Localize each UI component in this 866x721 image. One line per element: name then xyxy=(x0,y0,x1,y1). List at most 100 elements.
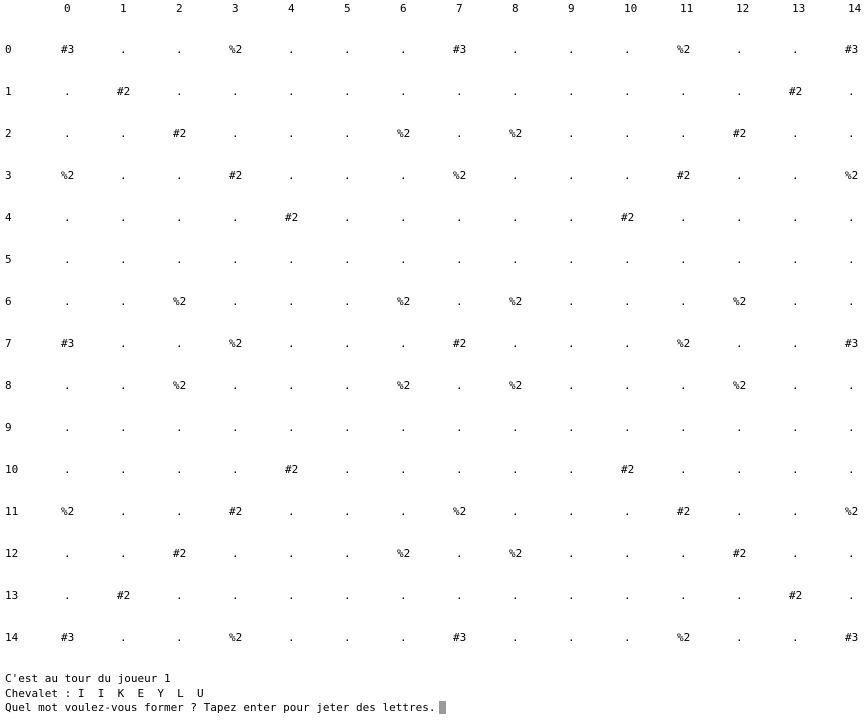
board-cell: #2 xyxy=(173,127,187,140)
board-cell: . xyxy=(64,589,71,602)
board-cell: . xyxy=(120,253,127,266)
board-cell: %2 xyxy=(509,127,523,140)
board-cell: . xyxy=(680,211,687,224)
board-cell: . xyxy=(792,505,799,518)
board-cell: . xyxy=(456,295,463,308)
board-cell: . xyxy=(176,337,183,350)
column-header: 7 xyxy=(456,2,463,15)
board-cell: #3 xyxy=(61,337,75,350)
board-cell: . xyxy=(512,631,519,644)
board-cell: . xyxy=(736,85,743,98)
board-cell: . xyxy=(736,211,743,224)
row-label: 14 xyxy=(5,631,19,644)
board-cell: . xyxy=(848,547,855,560)
board-cell: . xyxy=(344,631,351,644)
board-cell: . xyxy=(232,295,239,308)
board-cell: . xyxy=(120,43,127,56)
board-cell: #2 xyxy=(285,463,299,476)
column-header: 4 xyxy=(288,2,295,15)
board-cell: . xyxy=(400,631,407,644)
board-cell: . xyxy=(568,463,575,476)
board-cell: . xyxy=(456,253,463,266)
board-cell: . xyxy=(624,253,631,266)
board-cell: . xyxy=(64,85,71,98)
row-label: 2 xyxy=(5,127,12,140)
board-cell: #2 xyxy=(789,85,803,98)
board-cell: . xyxy=(288,505,295,518)
board-cell: . xyxy=(120,631,127,644)
rack-display: Chevalet : I I K E Y L U xyxy=(5,687,204,700)
board-cell: . xyxy=(624,337,631,350)
board-cell: . xyxy=(848,295,855,308)
board-cell: . xyxy=(624,169,631,182)
board-cell: . xyxy=(736,169,743,182)
board-cell: . xyxy=(624,379,631,392)
board-cell: . xyxy=(792,631,799,644)
board-cell: . xyxy=(512,337,519,350)
board-cell: . xyxy=(456,547,463,560)
board-cell: . xyxy=(344,211,351,224)
board-cell: %2 xyxy=(509,379,523,392)
board-cell: . xyxy=(568,547,575,560)
text-cursor[interactable] xyxy=(439,701,447,714)
board-cell: %2 xyxy=(397,295,411,308)
board-cell: #2 xyxy=(733,547,747,560)
column-header: 9 xyxy=(568,2,575,15)
board-cell: . xyxy=(176,505,183,518)
board-cell: . xyxy=(288,547,295,560)
board-cell: . xyxy=(680,127,687,140)
board-cell: . xyxy=(232,127,239,140)
board-cell: . xyxy=(736,589,743,602)
board-cell: . xyxy=(344,589,351,602)
board-cell: . xyxy=(456,127,463,140)
row-label: 11 xyxy=(5,505,19,518)
column-header: 2 xyxy=(176,2,183,15)
board-cell: . xyxy=(120,169,127,182)
board-cell: %2 xyxy=(397,379,411,392)
turn-message: C'est au tour du joueur 1 xyxy=(5,672,171,685)
board-cell: . xyxy=(176,211,183,224)
board-cell: . xyxy=(232,421,239,434)
board-cell: . xyxy=(288,589,295,602)
board-cell: . xyxy=(680,547,687,560)
board-cell: . xyxy=(568,589,575,602)
board-cell: #2 xyxy=(621,463,635,476)
board-cell: #2 xyxy=(173,547,187,560)
board-cell: . xyxy=(400,43,407,56)
board-cell: . xyxy=(288,295,295,308)
board-cell: . xyxy=(568,337,575,350)
column-header: 10 xyxy=(624,2,638,15)
board-cell: . xyxy=(568,295,575,308)
board-cell: %2 xyxy=(733,295,747,308)
row-label: 13 xyxy=(5,589,19,602)
board-cell: . xyxy=(344,505,351,518)
board-cell: . xyxy=(848,127,855,140)
input-prompt-line[interactable]: Quel mot voulez-vous former ? Tapez ente… xyxy=(5,701,447,714)
board-cell: . xyxy=(176,463,183,476)
board-cell: . xyxy=(512,589,519,602)
board-cell: . xyxy=(400,337,407,350)
board-cell: . xyxy=(400,85,407,98)
board-cell: . xyxy=(568,253,575,266)
board-cell: . xyxy=(400,421,407,434)
board-cell: . xyxy=(736,43,743,56)
row-label: 8 xyxy=(5,379,12,392)
board-cell: . xyxy=(568,379,575,392)
board-cell: . xyxy=(624,589,631,602)
column-header: 12 xyxy=(736,2,750,15)
board-cell: . xyxy=(792,379,799,392)
board-cell: . xyxy=(736,463,743,476)
board-cell: . xyxy=(64,211,71,224)
row-label: 6 xyxy=(5,295,12,308)
board-cell: %2 xyxy=(453,169,467,182)
board-cell: . xyxy=(736,337,743,350)
board-cell: . xyxy=(400,169,407,182)
board-cell: . xyxy=(680,421,687,434)
row-label: 7 xyxy=(5,337,12,350)
board-cell: . xyxy=(456,85,463,98)
board-cell: #2 xyxy=(285,211,299,224)
board-cell: . xyxy=(680,253,687,266)
board-cell: . xyxy=(456,589,463,602)
board-cell: %2 xyxy=(677,631,691,644)
